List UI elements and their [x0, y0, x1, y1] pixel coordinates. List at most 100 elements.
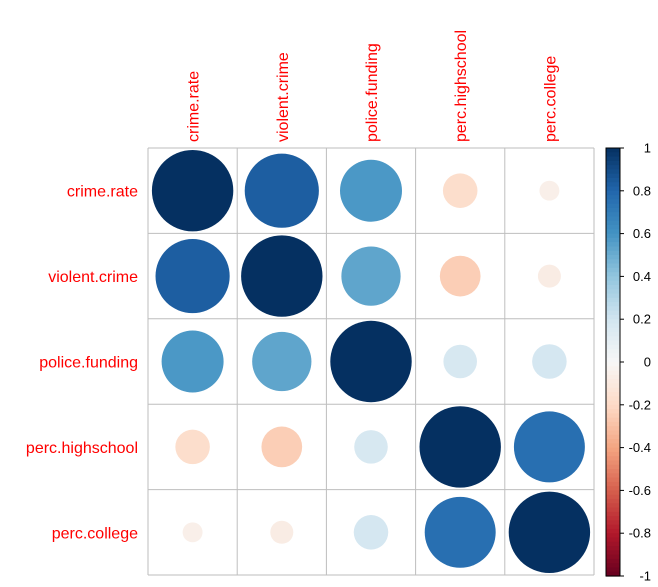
colorbar-segment [606, 169, 620, 175]
colorbar-segment [606, 212, 620, 218]
correlation-circle-crime.rate-violent.crime [244, 153, 319, 228]
colorbar-segment [606, 426, 620, 432]
colorbar-segment [606, 473, 620, 479]
colorbar-tick-label: -1 [639, 569, 651, 584]
colorbar-segment [606, 195, 620, 200]
colorbar-segment [606, 567, 620, 573]
colorbar-segment [606, 524, 620, 530]
colorbar-segment [606, 293, 620, 299]
colorbar-segment [606, 297, 620, 303]
colorbar-segment [606, 379, 620, 384]
colorbar-segment [606, 216, 620, 222]
correlation-circle-violent.crime-crime.rate [155, 239, 230, 314]
correlation-circle-police.funding-police.funding [330, 320, 412, 403]
colorbar-segment [606, 246, 620, 252]
colorbar-segment [606, 156, 620, 162]
colorbar-segment [606, 323, 620, 329]
correlation-circle-perc.college-crime.rate [182, 522, 203, 543]
colorbar-segment [606, 396, 620, 402]
colorbar-segment [606, 152, 620, 158]
colorbar-segment [606, 516, 620, 521]
correlation-circle-violent.crime-perc.highschool [439, 255, 481, 297]
correlation-circle-violent.crime-police.funding [341, 246, 401, 306]
colorbar-segment [606, 182, 620, 188]
row-label: perc.highschool [26, 440, 138, 457]
colorbar-segment [606, 250, 620, 256]
column-label: police.funding [364, 43, 381, 142]
correlation-circle-perc.highschool-crime.rate [175, 429, 210, 465]
column-labels: crime.rate violent.crime police.funding per… [186, 30, 560, 142]
colorbar-segment [606, 447, 620, 453]
correlation-circle-violent.crime-perc.college [537, 264, 561, 288]
colorbar-segment [606, 327, 620, 333]
correlation-circle-police.funding-perc.college [532, 344, 567, 379]
correlation-circle-perc.highschool-police.funding [354, 430, 388, 464]
row-label: police.funding [39, 355, 138, 372]
row-labels: crime.rate violent.crime police.funding per… [26, 184, 138, 543]
correlation-circle-crime.rate-crime.rate [151, 150, 234, 232]
correlation-circle-crime.rate-perc.highschool [442, 173, 478, 208]
colorbar-segment [606, 481, 620, 487]
colorbar-segment [606, 160, 620, 166]
colorbar-segment [606, 387, 620, 393]
colorbar-segment [606, 332, 620, 337]
colorbar-segment [606, 417, 620, 423]
colorbar-segment [606, 190, 620, 196]
colorbar-segment [606, 255, 620, 260]
colorbar-segment [606, 310, 620, 316]
colorbar-segment [606, 344, 620, 350]
colorbar-segment [606, 220, 620, 226]
row-label: perc.college [52, 525, 138, 542]
colorbar-segment [606, 456, 620, 462]
colorbar-segment [606, 306, 620, 312]
correlation-circle-crime.rate-perc.college [539, 180, 560, 201]
colorbar-segment [606, 421, 620, 427]
colorbar-segment [606, 276, 620, 282]
colorbar-segment [606, 404, 620, 410]
colorbar-segment [606, 533, 620, 539]
colorbar-segment [606, 225, 620, 230]
colorbar-segment [606, 362, 620, 367]
colorbar-segment [606, 267, 620, 273]
colorbar-segment [606, 177, 620, 183]
colorbar-segment [606, 340, 620, 346]
row-label: crime.rate [67, 184, 138, 201]
colorbar-segment [606, 503, 620, 509]
colorbar: 1 0.8 0.6 0.4 0.2 0 -0.2 -0.4 -0.6 -0.8 -1 [605, 141, 651, 584]
colorbar-segment [606, 289, 620, 295]
colorbar-segment [606, 242, 620, 248]
colorbar-segment [606, 413, 620, 419]
colorbar-segment [606, 272, 620, 277]
colorbar-segment [606, 520, 620, 526]
colorbar-segment [606, 165, 620, 170]
colorbar-segment [606, 550, 620, 556]
colorbar-segment [606, 237, 620, 243]
colorbar-tick-label: 0.6 [633, 226, 651, 241]
correlation-circle-crime.rate-police.funding [340, 159, 402, 222]
colorbar-segment [606, 507, 620, 513]
colorbar-segment [606, 173, 620, 179]
column-label: perc.highschool [453, 30, 470, 142]
colorbar-segment [606, 370, 620, 376]
colorbar-segment [606, 430, 620, 436]
column-label: perc.college [542, 56, 559, 142]
colorbar-segment [606, 229, 620, 235]
row-label: violent.crime [48, 269, 138, 286]
colorbar-tick-label: -0.6 [629, 483, 651, 498]
colorbar-segment [606, 319, 620, 325]
colorbar-segment [606, 409, 620, 414]
colorbar-segment [606, 494, 620, 500]
correlation-circle-perc.college-perc.highschool [424, 496, 496, 568]
colorbar-segment [606, 451, 620, 457]
colorbar-tick-label: 0.8 [633, 183, 651, 198]
colorbar-segment [606, 464, 620, 470]
colorbar-segment [606, 366, 620, 372]
colorbar-segment [606, 490, 620, 496]
colorbar-segment [606, 391, 620, 397]
colorbar-segment [606, 349, 620, 355]
colorbar-segment [606, 203, 620, 209]
correlation-circle-perc.highschool-violent.crime [261, 426, 303, 468]
colorbar-segment [606, 233, 620, 239]
